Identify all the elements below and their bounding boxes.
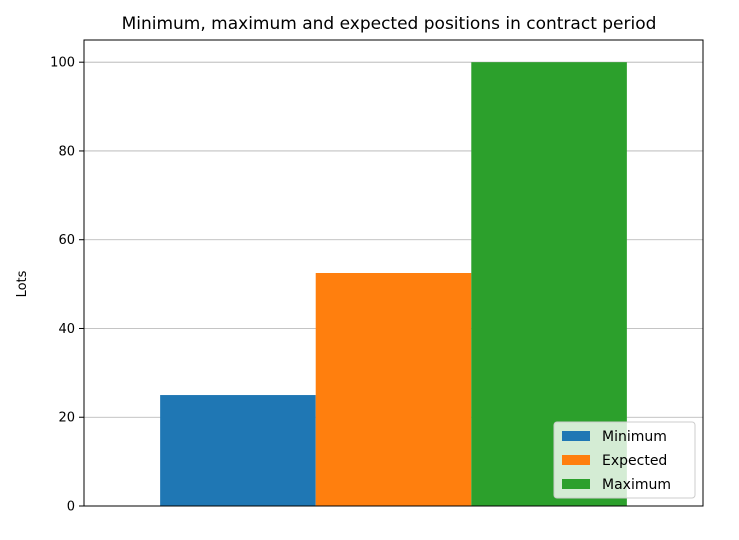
legend-label-maximum: Maximum — [602, 477, 671, 493]
bar-expected — [315, 273, 472, 506]
y-axis-ticks: 0 20 40 60 80 100 — [50, 56, 84, 515]
bar-minimum — [160, 395, 316, 506]
legend-swatch-maximum — [562, 479, 590, 489]
y-tick-label-0: 0 — [67, 500, 75, 515]
y-axis-label: Lots — [15, 270, 30, 297]
y-tick-label-80: 80 — [58, 144, 75, 159]
axes — [83, 39, 704, 507]
legend-swatch-minimum — [562, 431, 590, 441]
y-tick-label-40: 40 — [58, 322, 75, 337]
legend-swatch-expected — [562, 455, 590, 465]
legend-label-minimum: Minimum — [602, 429, 667, 445]
bars — [160, 62, 627, 506]
legend-label-expected: Expected — [602, 453, 667, 469]
chart-title: Minimum, maximum and expected positions … — [122, 14, 657, 34]
plot-frame — [83, 39, 704, 507]
legend: Minimum Expected Maximum — [553, 421, 696, 499]
y-tick-label-60: 60 — [58, 233, 75, 248]
y-tick-label-20: 20 — [58, 411, 75, 426]
y-tick-label-100: 100 — [50, 56, 75, 71]
